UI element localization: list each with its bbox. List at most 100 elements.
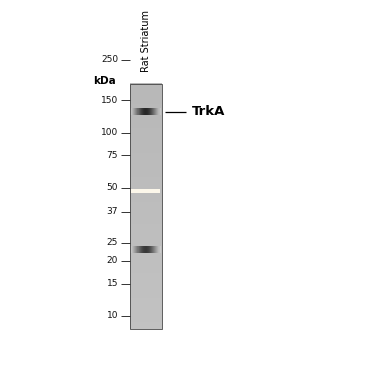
- Bar: [137, 108, 138, 115]
- Bar: [130, 319, 162, 322]
- Bar: [130, 326, 162, 329]
- Text: 10: 10: [106, 312, 118, 321]
- Bar: [130, 270, 162, 273]
- Bar: [130, 236, 162, 238]
- Bar: [130, 290, 162, 292]
- Bar: [130, 186, 162, 189]
- Bar: [130, 213, 162, 216]
- Bar: [159, 108, 160, 115]
- Bar: [131, 108, 132, 115]
- Bar: [130, 272, 162, 275]
- Bar: [130, 253, 162, 256]
- Bar: [130, 309, 162, 312]
- Bar: [141, 108, 142, 115]
- Bar: [145, 108, 146, 115]
- Bar: [130, 218, 162, 221]
- Bar: [133, 246, 134, 253]
- Bar: [130, 137, 162, 140]
- Bar: [130, 294, 162, 297]
- Bar: [130, 154, 162, 158]
- Bar: [145, 246, 146, 253]
- Bar: [130, 152, 162, 155]
- Bar: [135, 246, 136, 253]
- Bar: [130, 167, 162, 170]
- Bar: [130, 88, 162, 92]
- Bar: [145, 108, 146, 115]
- Bar: [130, 265, 162, 268]
- Bar: [135, 108, 136, 115]
- Bar: [138, 246, 139, 253]
- Bar: [131, 108, 132, 115]
- Bar: [130, 179, 162, 182]
- Bar: [134, 246, 135, 253]
- Bar: [140, 108, 141, 115]
- Bar: [131, 246, 132, 253]
- Text: TrkA: TrkA: [192, 105, 226, 118]
- Bar: [130, 211, 162, 214]
- Bar: [130, 206, 162, 209]
- Bar: [130, 297, 162, 300]
- Bar: [153, 108, 154, 115]
- Text: Rat Striatum: Rat Striatum: [141, 10, 151, 72]
- Bar: [143, 108, 144, 115]
- Bar: [150, 246, 151, 253]
- Bar: [142, 108, 143, 115]
- Text: kDa: kDa: [93, 76, 116, 86]
- Bar: [148, 246, 149, 253]
- Bar: [130, 189, 162, 192]
- Text: 75: 75: [106, 151, 118, 160]
- Bar: [130, 312, 162, 315]
- Bar: [132, 246, 133, 253]
- Bar: [130, 184, 162, 187]
- Bar: [130, 196, 162, 200]
- Bar: [130, 307, 162, 310]
- Bar: [130, 199, 162, 202]
- Bar: [130, 162, 162, 165]
- Bar: [130, 285, 162, 288]
- Bar: [130, 194, 162, 197]
- Bar: [130, 245, 162, 248]
- Bar: [160, 108, 161, 115]
- Bar: [130, 128, 162, 130]
- Bar: [130, 282, 162, 285]
- Bar: [130, 84, 162, 329]
- Bar: [160, 108, 161, 115]
- Bar: [130, 125, 162, 128]
- Bar: [146, 246, 147, 253]
- Bar: [153, 246, 154, 253]
- Bar: [130, 262, 162, 266]
- Bar: [134, 108, 135, 115]
- Bar: [152, 246, 153, 253]
- Bar: [130, 221, 162, 224]
- Bar: [130, 86, 162, 89]
- Bar: [160, 246, 161, 253]
- Bar: [130, 91, 162, 94]
- Bar: [130, 98, 162, 101]
- Bar: [157, 108, 158, 115]
- Bar: [145, 246, 146, 253]
- Bar: [155, 246, 156, 253]
- Bar: [130, 103, 162, 106]
- Bar: [159, 246, 160, 253]
- Bar: [130, 120, 162, 123]
- Bar: [150, 246, 151, 253]
- Bar: [130, 216, 162, 219]
- Bar: [143, 246, 144, 253]
- Bar: [130, 100, 162, 104]
- Bar: [130, 314, 162, 317]
- Bar: [151, 246, 152, 253]
- Text: 100: 100: [101, 128, 118, 137]
- Text: 25: 25: [107, 238, 118, 248]
- Bar: [130, 142, 162, 146]
- Bar: [151, 108, 152, 115]
- Bar: [130, 182, 162, 184]
- Bar: [140, 246, 141, 253]
- Bar: [130, 231, 162, 234]
- Bar: [130, 304, 162, 307]
- Bar: [131, 246, 132, 253]
- Bar: [130, 204, 162, 207]
- Bar: [130, 105, 162, 108]
- Bar: [152, 108, 153, 115]
- Bar: [148, 108, 149, 115]
- Bar: [149, 108, 150, 115]
